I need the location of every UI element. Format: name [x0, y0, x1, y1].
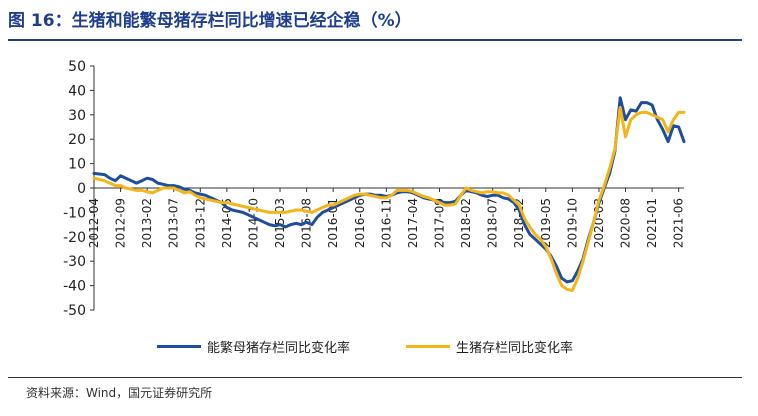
x-tick-label: 2018-07	[486, 198, 500, 248]
y-tick-label: -10	[63, 205, 86, 221]
legend-label-sow: 能繁母猪存栏同比变化率	[207, 340, 351, 356]
y-tick-label: 20	[68, 132, 86, 148]
x-tick-label: 2013-12	[193, 198, 207, 248]
x-tick-label: 2013-02	[140, 198, 154, 248]
y-tick-label: -40	[63, 279, 86, 295]
x-tick-label: 2021-06	[672, 198, 686, 248]
chart-series-lines	[92, 96, 686, 292]
source-note: 资料来源：Wind，国元证券研究所	[26, 386, 213, 400]
legend-item-sow: 能繁母猪存栏同比变化率	[157, 335, 350, 357]
x-tick-label: 2021-01	[645, 198, 659, 248]
x-tick-label: 2016-06	[353, 198, 367, 248]
chart-axes: 50 40 30 20 10 0 -10 -20 -30 -40 -50 2012-04 2012-09…	[63, 59, 686, 319]
legend-label-hog: 生猪存栏同比变化率	[456, 340, 574, 356]
x-tick-label: 2017-09	[432, 198, 446, 248]
x-tick-label: 2020-08	[619, 198, 633, 248]
series-line-hog	[92, 106, 686, 292]
chart-legend: 能繁母猪存栏同比变化率 生猪存栏同比变化率	[0, 335, 758, 357]
x-tick-label: 2019-10	[565, 198, 579, 248]
y-tick-label: 50	[68, 59, 86, 75]
legend-item-hog: 生猪存栏同比变化率	[406, 335, 573, 357]
y-tick-label: -50	[63, 303, 86, 319]
x-tick-label: 2017-04	[406, 198, 420, 248]
y-tick-label: 10	[68, 157, 86, 173]
footer-divider	[8, 377, 742, 378]
y-tick-label: -20	[63, 230, 86, 246]
x-tick-label: 2013-07	[167, 198, 181, 248]
y-tick-label: 0	[77, 181, 86, 197]
y-tick-label: -30	[63, 254, 86, 270]
x-tick-label: 2014-10	[246, 198, 260, 248]
series-line-sow	[92, 96, 686, 284]
title-divider	[8, 39, 742, 41]
line-chart: 50 40 30 20 10 0 -10 -20 -30 -40 -50 2012-04 2012-09…	[63, 59, 686, 319]
legend-swatch-sow	[157, 344, 201, 348]
x-tick-label: 2016-11	[379, 198, 393, 248]
x-tick-label: 2012-09	[114, 198, 128, 248]
legend-swatch-hog	[406, 344, 450, 348]
chart-title: 图 16：生猪和能繁母猪存栏同比增速已经企稳（%）	[8, 11, 412, 31]
x-tick-label: 2012-04	[87, 198, 101, 248]
y-tick-label: 30	[68, 108, 86, 124]
x-tick-label: 2015-03	[273, 198, 287, 248]
y-tick-label: 40	[68, 83, 86, 99]
x-tick-label: 2018-02	[459, 198, 473, 248]
x-tick-label: 2019-05	[539, 198, 553, 248]
